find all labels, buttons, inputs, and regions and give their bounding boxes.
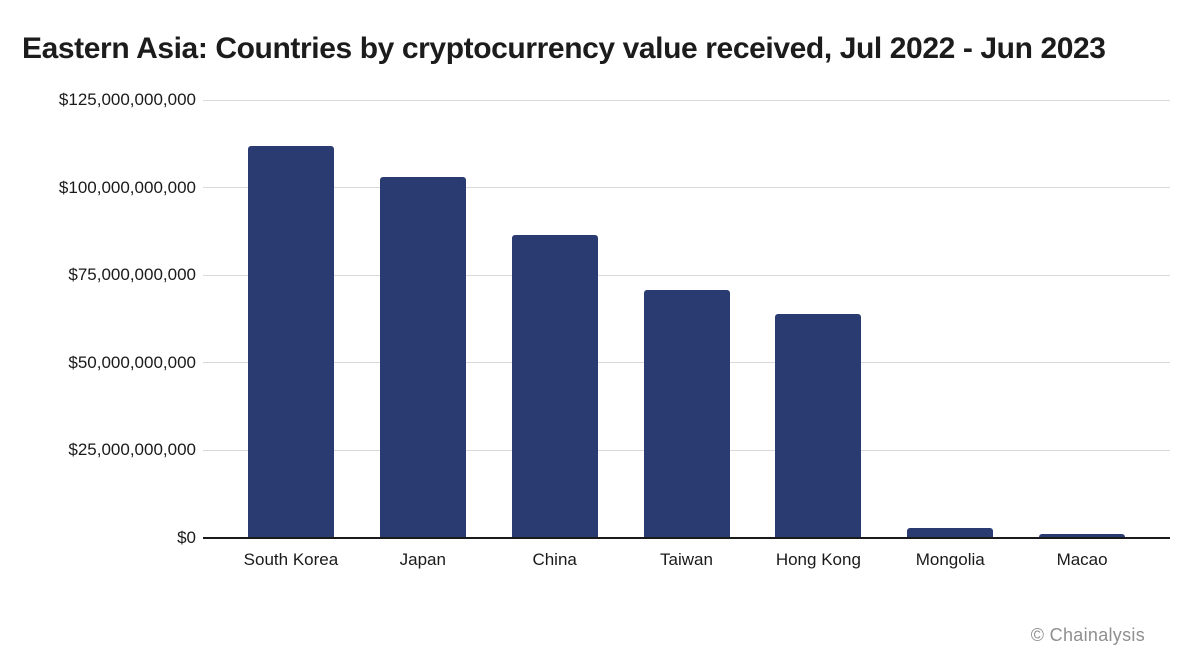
bar-slot xyxy=(621,100,753,538)
y-axis-tick-label: $100,000,000,000 xyxy=(58,177,196,197)
bar-macao xyxy=(1039,533,1126,538)
chainalysis-watermark: © Chainalysis xyxy=(1030,625,1145,645)
x-axis-label-south-korea: South Korea xyxy=(243,550,339,569)
x-axis-labels: South Korea Japan China Taiwan Hong Kong Mong… xyxy=(225,550,1148,570)
bar-taiwan xyxy=(643,290,730,538)
bar-slot xyxy=(752,100,884,538)
gridline xyxy=(203,274,1170,276)
bar-slot xyxy=(884,100,1016,538)
x-axis-line xyxy=(203,536,1170,539)
y-axis-tick-label: $125,000,000,000 xyxy=(58,90,196,109)
x-axis-label-china: China xyxy=(532,550,577,569)
y-axis-tick-label: $75,000,000,000 xyxy=(68,265,196,285)
gridline xyxy=(203,99,1170,101)
bar-south-korea xyxy=(247,145,334,538)
y-axis-tick-label: $25,000,000,000 xyxy=(68,440,196,460)
bar-hong-kong xyxy=(775,314,862,538)
bar-japan xyxy=(379,177,466,538)
x-axis-label-mongolia: Mongolia xyxy=(915,550,985,569)
x-axis-label-taiwan: Taiwan xyxy=(660,550,713,569)
x-axis-label-macao: Macao xyxy=(1056,550,1108,569)
bar-slot xyxy=(225,100,357,538)
x-axis-label-hong-kong: Hong Kong xyxy=(775,550,861,569)
x-axis-label-japan: Japan xyxy=(399,550,446,569)
gridline xyxy=(203,187,1170,189)
bars-layer xyxy=(225,100,1148,538)
y-axis-tick-label: $0 xyxy=(177,528,196,547)
bar-slot xyxy=(1016,100,1148,538)
y-axis-tick-label: $50,000,000,000 xyxy=(68,352,196,372)
bar-mongolia xyxy=(907,527,994,538)
bar-slot xyxy=(489,100,621,538)
bar-slot xyxy=(357,100,489,538)
bar-china xyxy=(511,235,598,538)
chart-title: Eastern Asia: Countries by cryptocurrenc… xyxy=(22,32,1106,65)
